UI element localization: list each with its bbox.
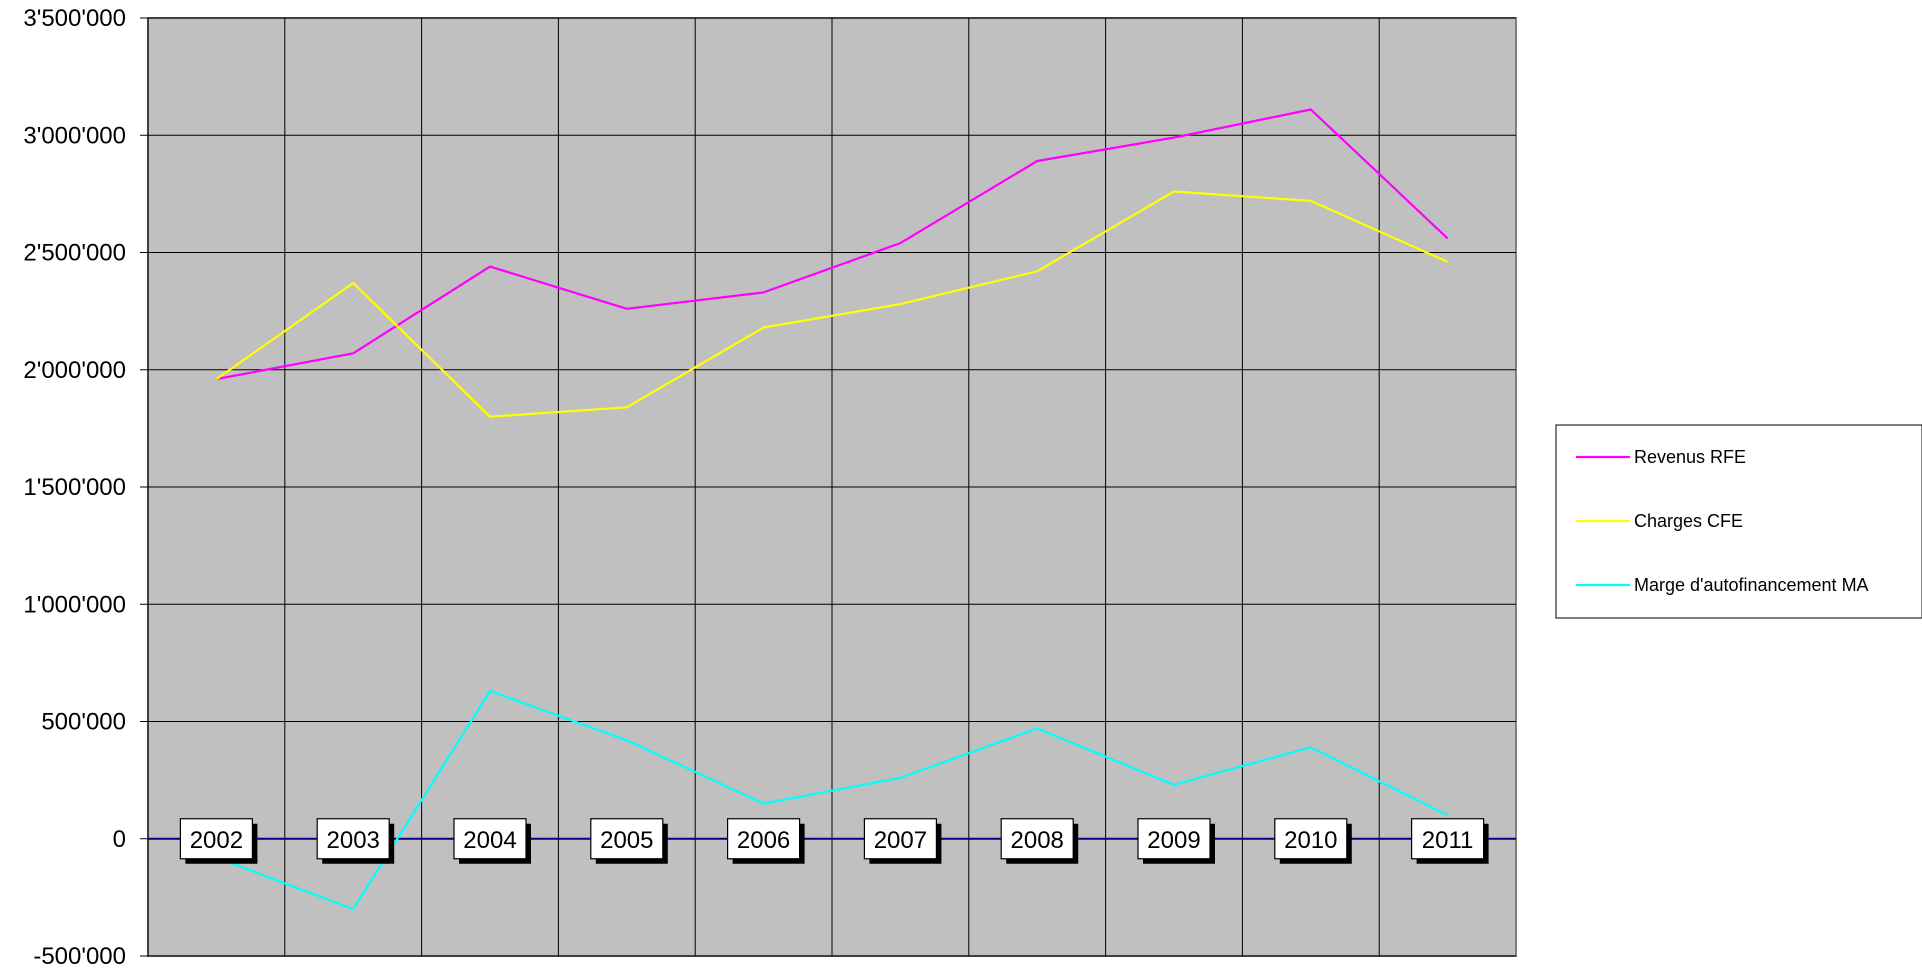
y-tick-label: 0 bbox=[113, 826, 126, 853]
y-tick-label: 1'500'000 bbox=[23, 474, 126, 501]
series-line-2 bbox=[215, 190, 1449, 418]
label-box bbox=[863, 818, 938, 860]
x-category-label: 2009 bbox=[1137, 818, 1215, 864]
label-box bbox=[1137, 818, 1211, 860]
legend-label: Charges CFE bbox=[1634, 511, 1743, 531]
x-tick-label: 2009 bbox=[1147, 827, 1200, 854]
x-tick-label: 2007 bbox=[874, 827, 927, 854]
label-box bbox=[1410, 818, 1485, 860]
y-tick-label: 500'000 bbox=[41, 709, 126, 736]
label-box bbox=[316, 818, 390, 860]
x-category-label: 2004 bbox=[453, 818, 531, 864]
x-tick-label: 2003 bbox=[327, 827, 380, 854]
y-tick-label: 2'500'000 bbox=[23, 240, 126, 267]
x-category-label: 2010 bbox=[1274, 818, 1352, 864]
label-box bbox=[453, 818, 527, 860]
legend-label: Revenus RFE bbox=[1634, 447, 1746, 467]
x-category-label: 2002 bbox=[179, 818, 258, 864]
label-box bbox=[179, 818, 253, 860]
label-box bbox=[1000, 818, 1074, 860]
x-tick-label: 2004 bbox=[463, 827, 516, 854]
x-tick-label: 2005 bbox=[600, 827, 653, 854]
x-tick-label: 2002 bbox=[190, 827, 243, 854]
label-box bbox=[1274, 818, 1348, 860]
x-category-label: 2005 bbox=[590, 818, 668, 864]
y-tick-label: 1'000'000 bbox=[23, 591, 126, 618]
x-category-label: 2007 bbox=[863, 818, 942, 864]
x-category-label: 2006 bbox=[726, 818, 805, 864]
legend-label: Marge d'autofinancement MA bbox=[1634, 575, 1869, 595]
x-tick-label: 2008 bbox=[1011, 827, 1064, 854]
label-box bbox=[726, 818, 801, 860]
x-category-label: 2011 bbox=[1410, 818, 1489, 864]
series-line-3 bbox=[216, 689, 1449, 911]
x-tick-label: 2010 bbox=[1284, 827, 1337, 854]
y-tick-label: 2'000'000 bbox=[23, 357, 126, 384]
series-line-1 bbox=[216, 108, 1449, 381]
x-tick-label: 2006 bbox=[737, 827, 790, 854]
y-tick-label: -500'000 bbox=[33, 943, 126, 970]
y-tick-label: 3'000'000 bbox=[23, 122, 126, 149]
y-tick-label: 3'500'000 bbox=[23, 5, 126, 32]
x-tick-label: 2011 bbox=[1422, 827, 1474, 854]
x-category-label: 2003 bbox=[316, 818, 395, 864]
x-category-label: 2008 bbox=[1000, 818, 1079, 864]
label-box bbox=[590, 818, 664, 860]
